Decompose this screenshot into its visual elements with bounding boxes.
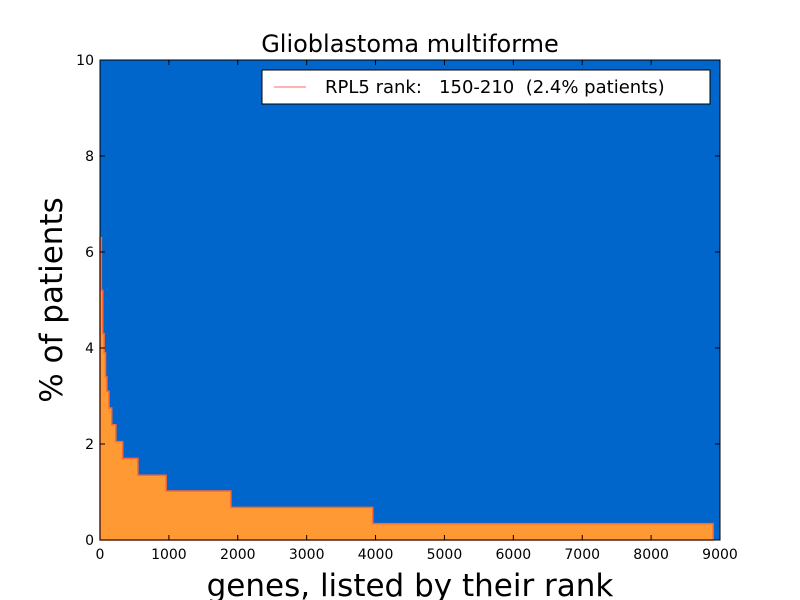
- y-axis-label: % of patients: [34, 197, 70, 403]
- x-tick-label: 5000: [427, 547, 463, 563]
- x-tick-label: 2000: [220, 547, 256, 563]
- legend: RPL5 rank: 150-210 (2.4% patients): [261, 69, 711, 105]
- y-tick-label: 10: [76, 53, 94, 69]
- x-tick-label: 6000: [496, 547, 532, 563]
- x-axis-label: genes, listed by their rank: [207, 568, 614, 600]
- y-tick-label: 2: [85, 437, 94, 453]
- x-tick-label: 3000: [289, 547, 325, 563]
- x-tick-label: 8000: [633, 547, 669, 563]
- chart-title: Glioblastoma multiforme: [261, 30, 559, 58]
- plot-frame: [99, 59, 721, 541]
- x-tick-label: 4000: [358, 547, 394, 563]
- plot-area: [100, 60, 720, 540]
- ticks-layer: 0 1000 2000 3000 4000 5000 6000 7000 8000 9000 0 2 4…: [76, 53, 738, 563]
- y-tick-label: 0: [85, 533, 94, 549]
- x-tick-label: 1000: [151, 547, 187, 563]
- area-layer: [99, 236, 714, 541]
- y-tick-label: 6: [85, 245, 94, 261]
- x-tick-label: 0: [96, 547, 105, 563]
- legend-box: [261, 69, 711, 105]
- area-series-0: [99, 236, 714, 541]
- x-tick-label: 7000: [564, 547, 600, 563]
- x-tick-label: 9000: [702, 547, 738, 563]
- y-tick-label: 8: [85, 149, 94, 165]
- y-tick-label: 4: [85, 341, 94, 357]
- legend-label: RPL5 rank: 150-210 (2.4% patients): [325, 77, 665, 98]
